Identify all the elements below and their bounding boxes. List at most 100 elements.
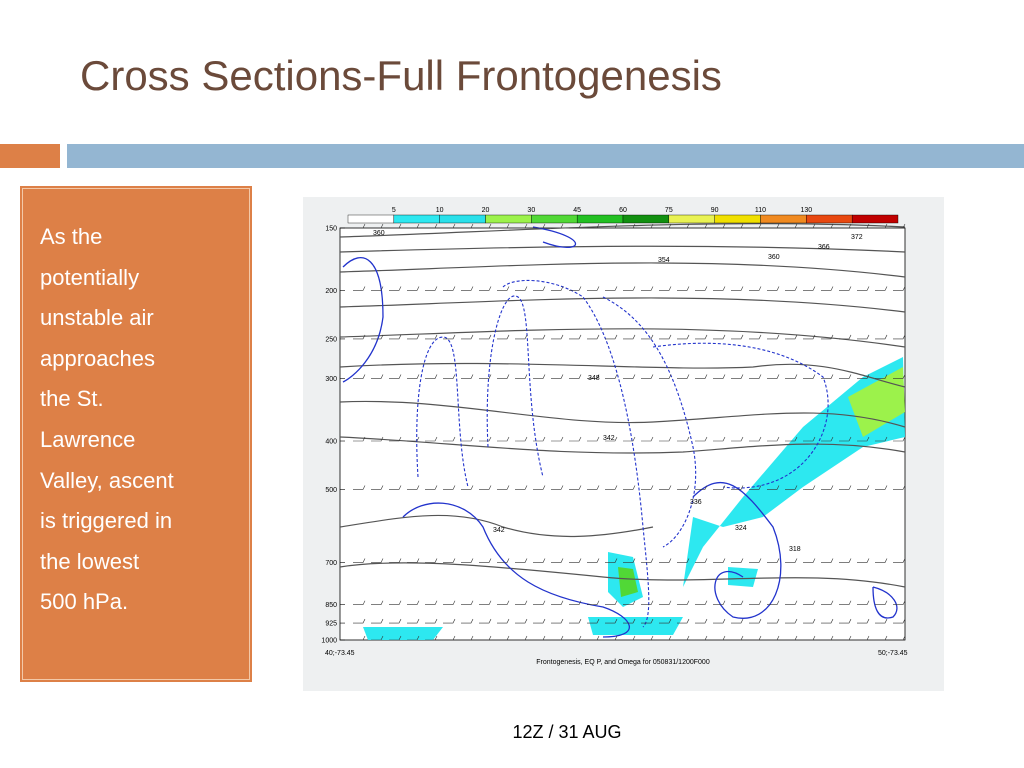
wind-barb: [569, 223, 582, 229]
body-line: potentially: [40, 264, 140, 290]
wind-barb: [605, 558, 618, 563]
colorbar-segment: [622, 214, 670, 224]
colorbar-segment: [576, 214, 624, 224]
contour-label: 360: [373, 230, 385, 237]
colorbar-segment: [393, 214, 440, 224]
wind-barb: [389, 334, 402, 340]
wind-barb: [587, 286, 600, 291]
wind-barb: [893, 618, 906, 624]
figure-caption: Frontogenesis, EQ P, and Omega for 05083…: [536, 659, 710, 666]
wind-barb: [623, 334, 636, 340]
wind-barb: [425, 618, 438, 624]
body-line: unstable air: [40, 305, 154, 331]
wind-barb: [371, 558, 384, 563]
wind-barb: [803, 558, 816, 563]
wind-barb: [803, 374, 816, 379]
wind-barb: [551, 223, 564, 229]
wind-barb: [587, 600, 600, 606]
wind-barb: [803, 600, 816, 606]
wind-barb: [371, 223, 384, 229]
wind-barb: [677, 436, 690, 442]
wind-barb: [839, 618, 852, 624]
wind-barb: [839, 558, 852, 563]
accent-bar: [0, 144, 60, 168]
wind-barb: [749, 618, 762, 624]
wind-barb: [659, 334, 672, 340]
wind-barb: [839, 334, 852, 340]
wind-barb: [443, 558, 456, 563]
wind-barb: [785, 436, 798, 442]
wind-barb: [425, 485, 438, 490]
wind-barb: [767, 436, 780, 442]
wind-barb: [821, 635, 834, 641]
colorbar-label: 10: [436, 207, 444, 214]
wind-barb: [371, 374, 384, 379]
wind-barb: [767, 334, 780, 340]
wind-barb: [857, 223, 870, 229]
contour-label: 324: [735, 525, 747, 532]
wind-barb: [425, 635, 438, 641]
wind-barb: [461, 334, 474, 340]
wind-barb: [893, 286, 906, 291]
wind-barb: [641, 635, 654, 641]
wind-barb: [407, 635, 420, 641]
colorbar-segment: [485, 214, 532, 224]
colorbar-segment: [851, 214, 899, 224]
wind-barb: [731, 635, 744, 641]
wind-barb: [839, 374, 852, 379]
pressure-label: 700: [325, 560, 337, 567]
wind-barb: [515, 558, 528, 563]
wind-barb: [407, 436, 420, 442]
body-line: approaches: [40, 345, 155, 371]
colorbar-label: 30: [527, 207, 535, 214]
contour-label: 318: [789, 546, 801, 553]
wind-barb: [713, 485, 726, 490]
wind-barb: [551, 600, 564, 606]
wind-barb: [443, 223, 456, 229]
wind-barb: [713, 618, 726, 624]
pressure-label: 925: [325, 621, 337, 628]
wind-barb: [497, 558, 510, 563]
wind-barb: [443, 600, 456, 606]
wind-barb: [821, 374, 834, 379]
wind-barb: [497, 374, 510, 379]
wind-barb: [803, 436, 816, 442]
wind-barb: [767, 600, 780, 606]
wind-barb: [875, 334, 888, 340]
wind-barb: [821, 618, 834, 624]
body-line: As the: [40, 224, 103, 249]
wind-barb: [443, 635, 456, 641]
wind-barb: [767, 618, 780, 624]
wind-barb: [443, 436, 456, 442]
wind-barb: [623, 223, 636, 229]
wind-barb: [767, 485, 780, 490]
theta-contours: [339, 223, 906, 588]
wind-barb: [587, 618, 600, 624]
wind-barb: [893, 223, 906, 229]
wind-barb: [677, 223, 690, 229]
wind-barb: [677, 286, 690, 291]
wind-barb: [731, 485, 744, 490]
pressure-label: 250: [325, 336, 337, 343]
wind-barb: [875, 286, 888, 291]
wind-barb: [695, 635, 708, 641]
colorbar-segment: [531, 214, 578, 224]
colorbar-label: 90: [711, 207, 719, 214]
wind-barb: [623, 618, 636, 624]
wind-barb: [515, 618, 528, 624]
wind-barb: [479, 635, 492, 641]
colorbar-label: 5: [392, 207, 396, 214]
wind-barb: [551, 334, 564, 340]
wind-barb: [749, 436, 762, 442]
wind-barb: [821, 223, 834, 229]
body-line: the St.: [40, 386, 104, 412]
wind-barb: [641, 600, 654, 606]
wind-barb: [605, 223, 618, 229]
wind-barb: [479, 618, 492, 624]
wind-barb: [587, 436, 600, 442]
colorbar-segment: [668, 214, 715, 224]
wind-barb: [461, 223, 474, 229]
wind-barb: [461, 436, 474, 442]
wind-barb: [479, 436, 492, 442]
